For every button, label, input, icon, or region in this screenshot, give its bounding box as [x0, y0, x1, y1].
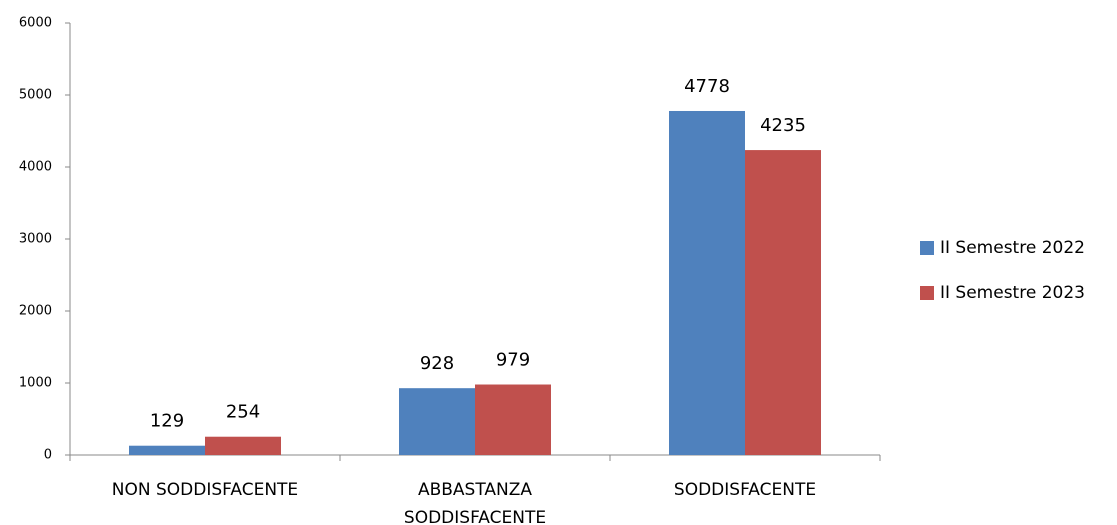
- data-label: 129: [150, 411, 184, 432]
- y-tick-label: 0: [44, 448, 52, 463]
- bar: [205, 436, 281, 455]
- legend-label: II Semestre 2023: [940, 283, 1085, 303]
- data-label: 979: [496, 350, 530, 371]
- data-label: 4235: [760, 115, 806, 136]
- y-tick-label: 1000: [19, 376, 52, 391]
- bar: [129, 445, 205, 455]
- y-tick-label: 6000: [19, 16, 52, 31]
- x-tick-label: SODDISFACENTE: [674, 480, 816, 500]
- y-tick-label: 5000: [19, 88, 52, 103]
- bar: [475, 384, 551, 455]
- x-tick-label: ABBASTANZA SODDISFACENTE: [404, 480, 546, 525]
- data-label: 928: [420, 353, 454, 374]
- bar: [399, 388, 475, 455]
- x-tick-label: NON SODDISFACENTE: [112, 480, 298, 500]
- legend-swatch: [920, 286, 934, 300]
- data-label: 4778: [684, 76, 730, 97]
- y-tick-label: 4000: [19, 160, 52, 175]
- bar: [745, 150, 821, 455]
- bar: [669, 110, 745, 455]
- data-label: 254: [226, 402, 260, 423]
- legend-swatch: [920, 241, 934, 255]
- y-tick-label: 2000: [19, 304, 52, 319]
- legend-label: II Semestre 2022: [940, 238, 1085, 258]
- y-tick-label: 3000: [19, 232, 52, 247]
